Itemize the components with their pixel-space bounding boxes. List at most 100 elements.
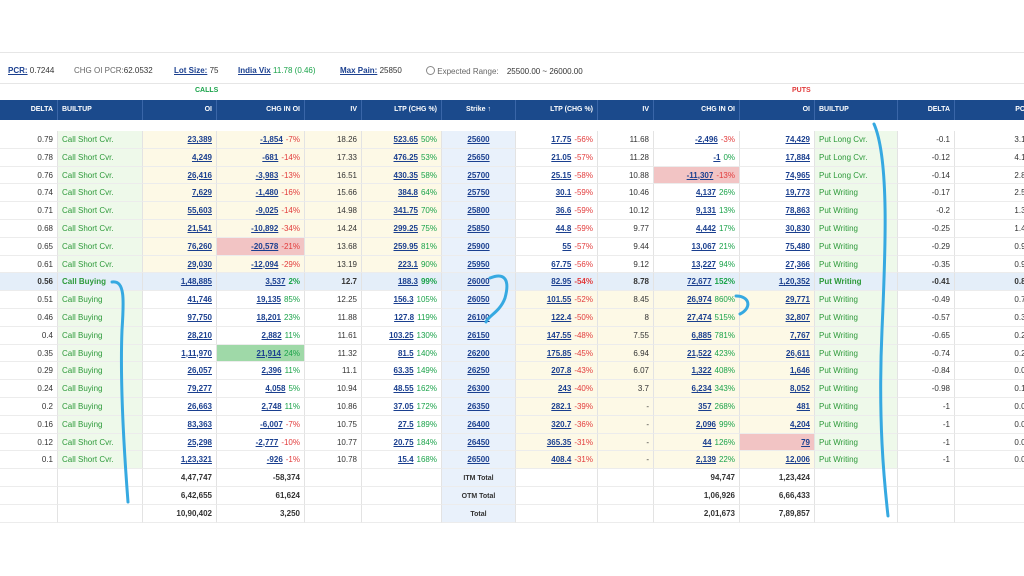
- cell-value[interactable]: 19,773: [785, 188, 810, 198]
- cell-value[interactable]: 17.75: [551, 135, 572, 144]
- cell-value[interactable]: -3,983: [255, 170, 279, 180]
- cell-value[interactable]: 41,746: [187, 295, 212, 305]
- strike-price[interactable]: 26150: [467, 330, 490, 340]
- cell-value[interactable]: 408.4: [551, 455, 572, 465]
- cell-value[interactable]: 259.95: [393, 241, 418, 251]
- cell-value[interactable]: -926: [266, 455, 283, 465]
- cell-value[interactable]: 20.75: [393, 437, 414, 447]
- label[interactable]: Max Pain:: [340, 66, 378, 75]
- strike-price[interactable]: 25950: [467, 259, 490, 269]
- cell-value[interactable]: 7,629: [191, 188, 212, 198]
- cell-value[interactable]: 2,139: [695, 455, 716, 465]
- strike-price[interactable]: 25800: [467, 206, 490, 216]
- strike-price[interactable]: 26400: [467, 419, 490, 429]
- cell-value[interactable]: 2,396: [261, 366, 282, 376]
- cell-value[interactable]: -10,892: [251, 224, 279, 233]
- cell-value[interactable]: 207.8: [551, 366, 572, 376]
- cell-value[interactable]: 156.3: [393, 295, 414, 305]
- strike-price[interactable]: 25700: [467, 170, 490, 180]
- cell-value[interactable]: 78,863: [785, 206, 810, 216]
- cell-value[interactable]: 384.8: [397, 188, 418, 198]
- cell-value[interactable]: -6,007: [260, 419, 283, 429]
- cell-value[interactable]: 1,322: [691, 366, 712, 376]
- cell-value[interactable]: -9,025: [255, 206, 279, 216]
- cell-value[interactable]: -2,777: [255, 437, 279, 447]
- cell-value[interactable]: 243: [557, 384, 572, 394]
- cell-value[interactable]: 44.8: [555, 224, 572, 233]
- strike-price[interactable]: 25600: [467, 135, 490, 144]
- cell-value[interactable]: 48.55: [393, 384, 414, 394]
- cell-value[interactable]: 4,058: [265, 384, 286, 394]
- cell-value[interactable]: 27.5: [397, 419, 414, 429]
- cell-value[interactable]: 341.75: [393, 206, 418, 216]
- cell-value[interactable]: 55: [562, 241, 572, 251]
- cell-value[interactable]: -681: [262, 152, 279, 162]
- cell-value[interactable]: 188.3: [397, 277, 418, 287]
- cell-value[interactable]: 72,677: [687, 277, 712, 287]
- cell-value[interactable]: -1,480: [255, 188, 279, 198]
- cell-value[interactable]: 30.1: [555, 188, 572, 198]
- strike-price[interactable]: 26450: [467, 437, 490, 447]
- cell-value[interactable]: 44: [702, 437, 712, 447]
- strike-price[interactable]: 26500: [467, 455, 490, 465]
- label[interactable]: India Vix: [238, 66, 271, 75]
- strike-price[interactable]: 25650: [467, 152, 490, 162]
- cell-value[interactable]: 76,260: [187, 241, 212, 251]
- strike-price[interactable]: 26000: [467, 277, 490, 287]
- cell-value[interactable]: 4,442: [695, 224, 716, 233]
- cell-value[interactable]: 26,057: [187, 366, 212, 376]
- cell-value[interactable]: 27,474: [687, 313, 712, 322]
- cell-value[interactable]: 79,277: [187, 384, 212, 394]
- cell-value[interactable]: 74,429: [785, 135, 810, 144]
- lot-size[interactable]: Lot Size: 75: [174, 66, 218, 75]
- cell-value[interactable]: 67.75: [551, 259, 572, 269]
- cell-value[interactable]: 13,067: [691, 241, 716, 251]
- cell-value[interactable]: 25.15: [551, 170, 572, 180]
- cell-value[interactable]: 1,20,352: [778, 277, 810, 287]
- cell-value[interactable]: 75,480: [785, 241, 810, 251]
- cell-value[interactable]: 481: [796, 402, 810, 411]
- cell-value[interactable]: 30,830: [785, 224, 810, 233]
- cell-value[interactable]: 27,366: [785, 259, 810, 269]
- strike-price[interactable]: 25900: [467, 241, 490, 251]
- cell-value[interactable]: 1,48,885: [180, 277, 212, 287]
- cell-value[interactable]: -20,578: [251, 241, 279, 251]
- cell-value[interactable]: 63.35: [393, 366, 414, 376]
- cell-value[interactable]: 7,767: [789, 330, 810, 340]
- cell-value[interactable]: 4,249: [191, 152, 212, 162]
- cell-value[interactable]: 365.35: [546, 437, 572, 447]
- cell-value[interactable]: 26,416: [187, 170, 212, 180]
- cell-value[interactable]: 320.7: [551, 419, 572, 429]
- cell-value[interactable]: 21,541: [187, 224, 212, 233]
- strike-price[interactable]: 26250: [467, 366, 490, 376]
- strike-price[interactable]: 26050: [467, 295, 490, 305]
- cell-value[interactable]: 25,298: [187, 437, 212, 447]
- cell-value[interactable]: 21,914: [256, 348, 281, 358]
- cell-value[interactable]: 2,882: [261, 330, 282, 340]
- cell-value[interactable]: 6,885: [691, 330, 712, 340]
- cell-value[interactable]: 12,006: [785, 455, 810, 465]
- cell-value[interactable]: -2,496: [695, 135, 718, 144]
- cell-value[interactable]: 101.55: [546, 295, 572, 305]
- cell-value[interactable]: 1,23,321: [180, 455, 212, 465]
- cell-value[interactable]: -1,854: [260, 135, 283, 144]
- cell-value[interactable]: 8,052: [789, 384, 810, 394]
- cell-value[interactable]: 299.25: [393, 224, 418, 233]
- cell-value[interactable]: 74,965: [785, 170, 810, 180]
- label[interactable]: Lot Size:: [174, 66, 208, 75]
- cell-value[interactable]: -12,094: [251, 259, 279, 269]
- cell-value[interactable]: 55,603: [187, 206, 212, 216]
- cell-value[interactable]: 476.25: [393, 152, 418, 162]
- cell-value[interactable]: 4,137: [695, 188, 716, 198]
- cell-value[interactable]: 29,030: [187, 259, 212, 269]
- cell-value[interactable]: 357: [698, 402, 712, 411]
- cell-value[interactable]: 23,389: [187, 135, 212, 144]
- strike-price[interactable]: 25750: [467, 188, 490, 198]
- cell-value[interactable]: 223.1: [397, 259, 418, 269]
- strike-price[interactable]: 26350: [467, 402, 490, 411]
- cell-value[interactable]: -1: [713, 152, 721, 162]
- cell-value[interactable]: 19,135: [256, 295, 281, 305]
- max-pain[interactable]: Max Pain: 25850: [340, 66, 402, 75]
- cell-value[interactable]: 1,646: [789, 366, 810, 376]
- cell-value[interactable]: 282.1: [551, 402, 572, 411]
